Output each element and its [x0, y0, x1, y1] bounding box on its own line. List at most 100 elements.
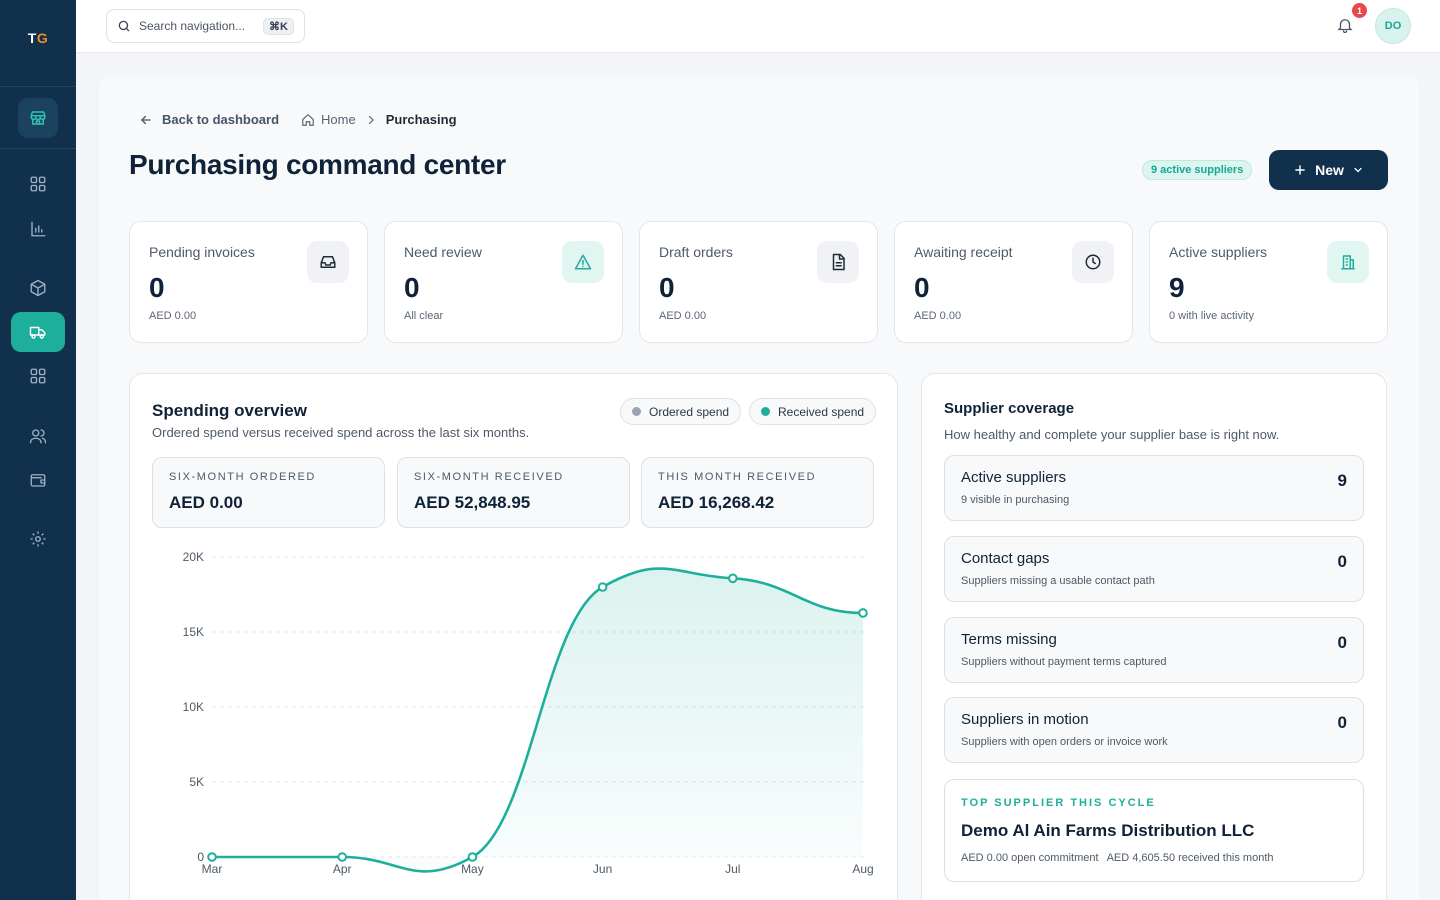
- users-icon[interactable]: [18, 416, 58, 456]
- sidebar: TG: [0, 0, 76, 900]
- sidebar-divider: [0, 148, 76, 149]
- received-spend-point[interactable]: [337, 852, 347, 862]
- top-supplier-received: AED 4,605.50 received this month: [1106, 852, 1274, 864]
- metric-value: 0: [1337, 552, 1347, 571]
- gear-icon[interactable]: [18, 519, 58, 559]
- spending-chart: 20K 15K 10K 5K 0 Mar Apr May Jun Jul Aug: [183, 550, 874, 876]
- metric-title: Active suppliers: [961, 469, 1067, 486]
- spending-overview-card: Spending overview Ordered spend versus r…: [129, 373, 898, 900]
- chevron-down-icon: [1354, 167, 1362, 173]
- document-icon: [817, 241, 859, 283]
- stat-sub: AED 0.00: [914, 310, 962, 322]
- supplier-metric-contact-gaps[interactable]: Contact gaps Suppliers missing a usable …: [944, 536, 1364, 602]
- home-icon: [302, 113, 314, 126]
- x-tick-label: Aug: [852, 862, 873, 876]
- stat-card-need-review[interactable]: Need review 0 All clear: [384, 221, 623, 343]
- top-supplier-commitment: AED 0.00 open commitment: [961, 852, 1099, 864]
- bar-chart-icon[interactable]: [18, 209, 58, 249]
- x-tick-label: Jun: [593, 862, 612, 876]
- kpi-label: THIS MONTH RECEIVED: [658, 471, 817, 483]
- kpi-value: AED 0.00: [169, 493, 243, 512]
- clock-icon: [1072, 241, 1114, 283]
- stat-card-awaiting-receipt[interactable]: Awaiting receipt 0 AED 0.00: [894, 221, 1133, 343]
- y-tick-label: 0: [197, 850, 204, 864]
- store-icon[interactable]: [18, 98, 58, 138]
- kpi-value: AED 16,268.42: [658, 493, 775, 512]
- search-shortcut: ⌘K: [263, 17, 294, 35]
- received-spend-point[interactable]: [207, 852, 217, 862]
- stat-sub: All clear: [404, 310, 444, 322]
- spending-title: Spending overview: [152, 401, 307, 420]
- metric-sub: 9 visible in purchasing: [961, 494, 1070, 506]
- supplier-metric-in-motion[interactable]: Suppliers in motion Suppliers with open …: [944, 697, 1364, 763]
- received-spend-point[interactable]: [858, 608, 868, 618]
- bell-icon[interactable]: [1336, 16, 1354, 34]
- top-supplier-card[interactable]: TOP SUPPLIER THIS CYCLE Demo Al Ain Farm…: [944, 779, 1364, 882]
- dashboard-grid-icon[interactable]: [18, 164, 58, 204]
- supplier-coverage-subtitle: How healthy and complete your supplier b…: [944, 427, 1280, 442]
- brand-logo[interactable]: TG: [27, 30, 49, 46]
- back-to-dashboard-link[interactable]: Back to dashboard: [139, 112, 279, 127]
- truck-icon[interactable]: [11, 312, 65, 352]
- kpi-this-month-received: THIS MONTH RECEIVED AED 16,268.42: [641, 457, 874, 528]
- building-icon: [1327, 241, 1369, 283]
- x-tick-label: Jul: [725, 862, 740, 876]
- page-title: Purchasing command center: [129, 149, 506, 180]
- stat-card-draft-orders[interactable]: Draft orders 0 AED 0.00: [639, 221, 878, 343]
- sidebar-divider: [0, 86, 76, 87]
- kpi-label: SIX-MONTH ORDERED: [169, 471, 316, 483]
- search-icon: [118, 20, 130, 32]
- stat-sub: AED 0.00: [149, 310, 197, 322]
- received-spend-point[interactable]: [728, 573, 738, 584]
- legend-ordered-spend[interactable]: Ordered spend: [620, 398, 742, 425]
- supplier-metric-active[interactable]: Active suppliers 9 visible in purchasing…: [944, 455, 1364, 521]
- top-supplier-name: Demo Al Ain Farms Distribution LLC: [961, 821, 1255, 840]
- stat-value: 0: [659, 272, 675, 303]
- y-tick-label: 15K: [183, 625, 204, 639]
- kpi-value: AED 52,848.95: [414, 493, 531, 512]
- avatar[interactable]: DO: [1375, 8, 1411, 44]
- x-tick-label: Mar: [202, 862, 223, 876]
- stat-value: 0: [404, 272, 420, 303]
- received-spend-point[interactable]: [597, 582, 608, 592]
- breadcrumb-home-label: Home: [321, 112, 356, 127]
- metric-sub: Suppliers without payment terms captured: [961, 656, 1167, 668]
- box-icon[interactable]: [18, 268, 58, 308]
- apps-grid-icon[interactable]: [18, 356, 58, 396]
- legend-dot-ordered: [632, 407, 641, 416]
- stat-label: Active suppliers: [1169, 244, 1268, 260]
- stat-card-active-suppliers[interactable]: Active suppliers 9 0 with live activity: [1149, 221, 1388, 343]
- search-input[interactable]: Search navigation... ⌘K: [106, 9, 305, 43]
- new-button[interactable]: New: [1269, 150, 1388, 190]
- stat-card-pending-invoices[interactable]: Pending invoices 0 AED 0.00: [129, 221, 368, 343]
- wallet-icon[interactable]: [18, 460, 58, 500]
- inbox-icon: [307, 241, 349, 283]
- warning-icon: [562, 241, 604, 283]
- stat-label: Awaiting receipt: [914, 244, 1013, 260]
- kpi-label: SIX-MONTH RECEIVED: [414, 471, 564, 483]
- received-spend-point[interactable]: [467, 852, 478, 862]
- active-suppliers-pill: 9 active suppliers: [1142, 160, 1253, 180]
- stat-sub: AED 0.00: [659, 310, 707, 322]
- spending-subtitle: Ordered spend versus received spend acro…: [152, 425, 530, 440]
- breadcrumb-home[interactable]: Home: [301, 112, 356, 127]
- main-panel: Back to dashboard Home Purchasing Purcha…: [99, 75, 1419, 900]
- metric-sub: Suppliers missing a usable contact path: [961, 575, 1155, 587]
- stat-label: Need review: [404, 244, 482, 260]
- stat-sub: 0 with live activity: [1169, 310, 1254, 322]
- stat-label: Draft orders: [659, 244, 733, 260]
- x-tick-label: May: [461, 862, 484, 876]
- arrow-left-icon: [141, 115, 151, 124]
- y-tick-label: 5K: [189, 775, 204, 789]
- legend-received-label: Received spend: [778, 404, 865, 419]
- supplier-metric-terms-missing[interactable]: Terms missing Suppliers without payment …: [944, 617, 1364, 683]
- supplier-coverage-card: Supplier coverage How healthy and comple…: [921, 373, 1387, 900]
- metric-title: Terms missing: [961, 631, 1057, 648]
- plus-icon: [1295, 165, 1305, 175]
- metric-sub: Suppliers with open orders or invoice wo…: [961, 736, 1168, 748]
- x-tick-label: Apr: [333, 862, 352, 876]
- metric-title: Suppliers in motion: [961, 711, 1089, 728]
- received-spend-area: [212, 568, 863, 872]
- legend-received-spend[interactable]: Received spend: [749, 398, 877, 425]
- metric-value: 0: [1337, 633, 1347, 652]
